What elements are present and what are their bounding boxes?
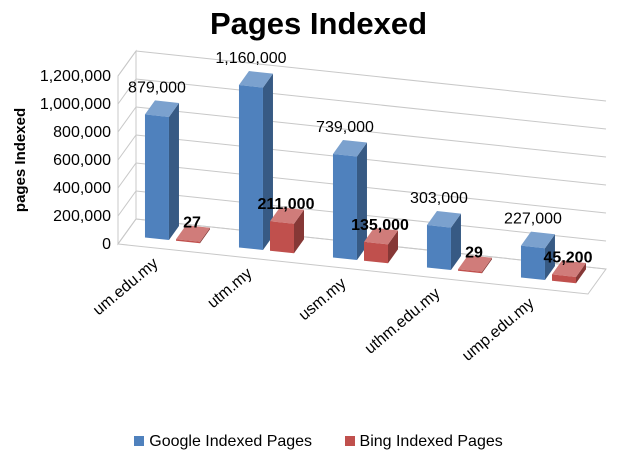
bar-1-ump.edu.my xyxy=(552,274,576,284)
gridline-side xyxy=(117,78,137,105)
gridline-side xyxy=(117,190,137,217)
bar-1-utm.my xyxy=(270,221,294,254)
bar-side-0 xyxy=(168,102,179,241)
gridline xyxy=(135,78,607,130)
bar-top-0 xyxy=(238,71,273,88)
y-tick-label: 1,000,000 xyxy=(40,96,111,113)
y-tick-label: 400,000 xyxy=(53,180,111,197)
gridline xyxy=(135,134,607,186)
bar-1-usm.my xyxy=(364,241,388,264)
legend-label-google: Google Indexed Pages xyxy=(149,433,313,450)
bar-side-1 xyxy=(576,262,586,284)
data-label-1: 45,200 xyxy=(544,249,593,266)
bar-top-1 xyxy=(270,207,304,224)
legend-swatch-bing xyxy=(344,435,355,446)
gridline-side xyxy=(117,50,137,77)
y-tick-label: 0 xyxy=(102,236,111,253)
bar-top-1 xyxy=(552,260,586,277)
data-label-1: 211,000 xyxy=(258,196,315,213)
data-label-0: 303,000 xyxy=(410,190,468,207)
y-tick-label: 600,000 xyxy=(53,152,111,169)
bar-side-0 xyxy=(544,234,555,281)
data-label-0: 1,160,000 xyxy=(215,50,286,67)
bar-side-0 xyxy=(262,73,273,251)
data-label-1: 29 xyxy=(465,244,483,261)
x-tick-label: utm.my xyxy=(204,265,255,312)
chart-title: Pages Indexed xyxy=(209,6,428,41)
gridline-side xyxy=(117,106,137,133)
bar-top-1 xyxy=(176,225,210,242)
gridline xyxy=(135,162,607,214)
data-label-0: 227,000 xyxy=(504,211,562,228)
bar-top-0 xyxy=(332,139,367,157)
legend-label-bing: Bing Indexed Pages xyxy=(359,433,503,450)
bar-0-ump.edu.my xyxy=(520,245,545,281)
legend: Google Indexed Pages Bing Indexed Pages xyxy=(0,433,637,451)
bar-side-1 xyxy=(200,227,210,244)
bar-top-1 xyxy=(458,255,492,272)
legend-item-google[interactable]: Google Indexed Pages xyxy=(134,433,312,451)
gridline xyxy=(135,190,607,242)
bar-0-utm.my xyxy=(238,85,263,251)
x-tick-label: um.edu.my xyxy=(90,255,162,319)
bar-top-1 xyxy=(364,227,398,245)
y-tick-label: 800,000 xyxy=(53,124,111,141)
bar-side-1 xyxy=(294,209,304,254)
x-tick-label: usm.my xyxy=(296,275,350,324)
bar-side-1 xyxy=(388,230,398,264)
legend-swatch-google xyxy=(134,435,145,446)
bar-0-um.edu.my xyxy=(144,114,169,241)
data-label-1: 135,000 xyxy=(351,217,409,234)
x-tick-label: ump.edu.my xyxy=(459,295,537,365)
bar-side-0 xyxy=(450,213,461,271)
y-tick-label: 1,200,000 xyxy=(40,68,111,85)
x-tick-label: uthm.edu.my xyxy=(362,285,444,357)
bar-1-um.edu.my xyxy=(176,239,200,244)
bar-top-0 xyxy=(520,231,555,249)
bar-side-1 xyxy=(482,257,492,274)
data-label-0: 739,000 xyxy=(316,119,374,136)
bar-1-uthm.edu.my xyxy=(458,269,482,274)
gridline xyxy=(135,106,607,158)
data-label-1: 27 xyxy=(183,214,201,231)
gridline-side xyxy=(117,218,137,245)
legend-item-bing[interactable]: Bing Indexed Pages xyxy=(344,433,503,451)
gridline xyxy=(135,50,607,102)
bar-0-uthm.edu.my xyxy=(426,225,451,271)
bar-side-0 xyxy=(356,142,367,261)
bar-0-usm.my xyxy=(332,153,357,261)
bar-top-0 xyxy=(426,211,461,228)
y-axis-title: pages Indexed xyxy=(12,108,29,212)
y-tick-label: 200,000 xyxy=(53,208,111,225)
gridline-side xyxy=(117,162,137,189)
gridline-side xyxy=(117,134,137,161)
bar-top-0 xyxy=(144,100,179,117)
data-label-0: 879,000 xyxy=(128,79,186,96)
